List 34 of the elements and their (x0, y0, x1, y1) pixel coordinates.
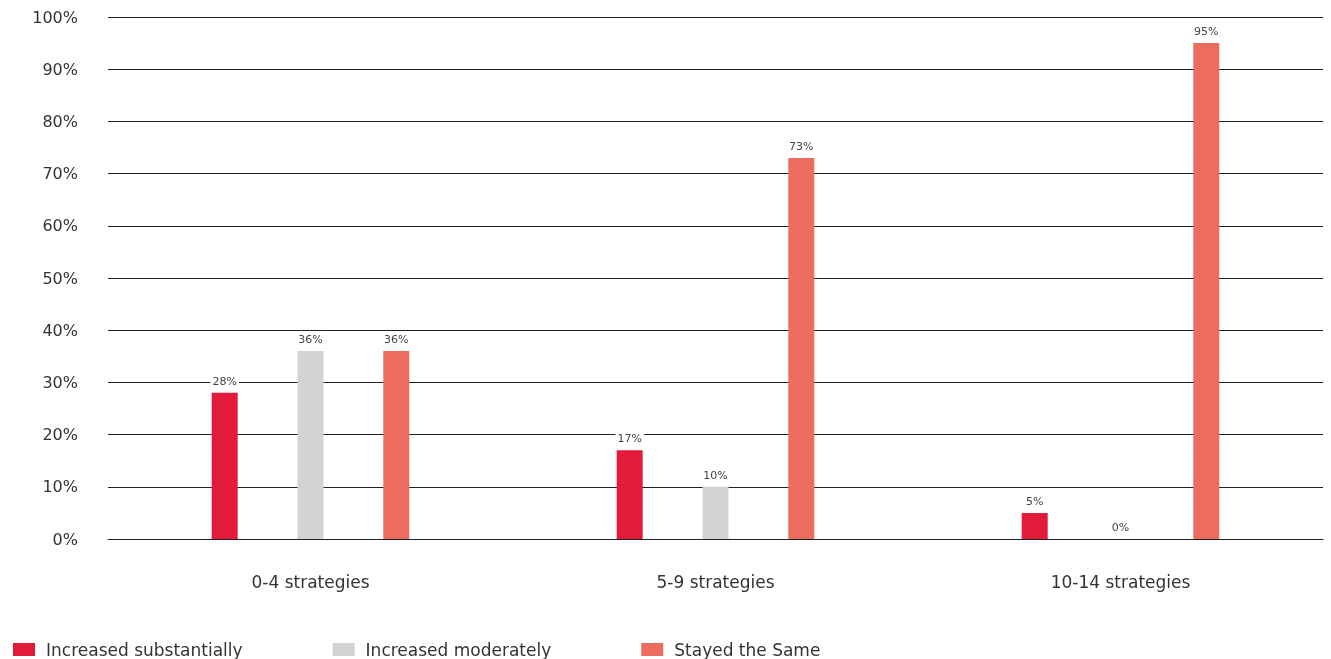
y-tick-label: 50% (42, 268, 78, 288)
data-label: 28% (212, 374, 237, 388)
y-tick-label: 70% (42, 164, 78, 184)
bar (383, 351, 410, 539)
bar (1193, 43, 1220, 539)
data-label: 5% (1025, 494, 1044, 508)
y-tick-label: 60% (42, 216, 78, 236)
x-tick-label: 10-14 strategies (1050, 571, 1191, 592)
bar (297, 351, 324, 539)
x-tick-label: 5-9 strategies (656, 571, 775, 592)
data-label: 95% (1194, 25, 1219, 39)
bar (616, 450, 643, 539)
legend-label: Increased substantially (46, 639, 243, 659)
y-tick-label: 30% (42, 372, 78, 392)
data-label: 0% (1111, 521, 1130, 534)
y-tick-label: 20% (42, 425, 78, 445)
bar (702, 486, 729, 539)
data-label: 36% (298, 333, 323, 347)
y-tick-label: 40% (42, 320, 78, 340)
bar (211, 392, 238, 539)
y-tick-label: 10% (42, 477, 78, 497)
data-label: 17% (617, 432, 642, 446)
data-label: 36% (384, 333, 409, 347)
data-label: 10% (703, 468, 728, 482)
x-tick-label: 0-4 strategies (251, 571, 370, 592)
bar (1021, 512, 1048, 539)
legend-label: Increased moderately (365, 639, 552, 659)
bar (788, 157, 815, 539)
y-tick-label: 0% (52, 529, 78, 549)
legend-label: Stayed the Same (674, 639, 821, 659)
data-label: 73% (789, 139, 814, 153)
y-tick-label: 100% (32, 7, 78, 27)
y-tick-label: 80% (42, 111, 78, 131)
y-tick-label: 90% (42, 59, 78, 79)
